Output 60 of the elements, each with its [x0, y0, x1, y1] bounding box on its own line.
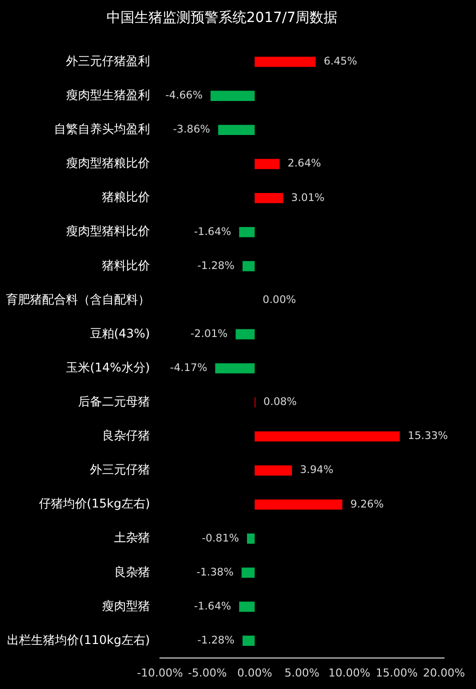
- y-tick-label: 外三元仔猪: [90, 462, 150, 477]
- y-tick-label: 自繁自养头均盈利: [54, 122, 150, 136]
- bar: [239, 226, 255, 238]
- y-tick-label: 豆粕(43%): [90, 326, 150, 340]
- data-label: -2.01%: [190, 328, 228, 340]
- data-label: 3.01%: [291, 192, 325, 204]
- bar: [242, 261, 255, 272]
- bar: [254, 158, 280, 170]
- x-tick-label: -10.00%: [137, 666, 183, 680]
- y-tick-label: 育肥猪配合料（含自配料）: [6, 292, 150, 306]
- bar: [236, 329, 255, 340]
- x-tick-label: 10.00%: [328, 666, 370, 680]
- data-label: 0.00%: [262, 294, 296, 306]
- y-tick-label: 瘦肉型猪: [102, 598, 150, 613]
- data-label: -4.17%: [170, 362, 208, 374]
- data-label: -0.81%: [202, 532, 240, 544]
- x-tick-label: 0.00%: [237, 666, 272, 680]
- bar: [215, 363, 255, 374]
- y-tick-label: 瘦肉型生猪盈利: [66, 88, 150, 102]
- bar: [210, 90, 255, 101]
- y-tick-label: 土杂猪: [114, 530, 150, 545]
- x-tick-label: -5.00%: [188, 666, 227, 680]
- y-tick-label: 后备二元母猪: [78, 394, 150, 409]
- bar: [239, 602, 255, 612]
- data-label: -1.64%: [194, 600, 232, 612]
- y-tick-label: 瘦肉型猪料比价: [66, 224, 150, 238]
- y-tick-label: 出栏生猪均价(110kg左右): [7, 632, 150, 647]
- bar: [254, 192, 284, 204]
- data-label: -1.28%: [197, 634, 235, 647]
- bar: [254, 56, 316, 67]
- data-label: -1.38%: [196, 566, 234, 578]
- data-label: 0.08%: [263, 396, 297, 408]
- x-tick-label: 15.00%: [376, 666, 418, 680]
- y-tick-label: 玉米(14%水分): [66, 360, 150, 374]
- data-label: 2.64%: [288, 158, 322, 170]
- data-label: -4.66%: [165, 90, 203, 102]
- bar: [254, 465, 292, 476]
- data-label: 6.45%: [324, 56, 358, 68]
- bar: [242, 636, 255, 646]
- bar: [254, 499, 342, 510]
- bar: [242, 568, 255, 578]
- y-tick-label: 仔猪均价(15kg左右): [38, 496, 150, 511]
- y-tick-label: 猪粮比价: [102, 190, 150, 204]
- bar: [247, 533, 255, 544]
- y-tick-label: 猪料比价: [102, 258, 150, 272]
- data-label: 15.33%: [408, 430, 448, 442]
- data-label: 9.26%: [350, 498, 384, 510]
- bar: [218, 124, 255, 136]
- y-tick-label: 良杂猪: [114, 564, 150, 579]
- x-tick-label: 5.00%: [284, 666, 320, 680]
- y-tick-label: 良杂仔猪: [102, 428, 150, 443]
- data-label: 3.94%: [300, 464, 334, 476]
- x-tick-label: 20.00%: [423, 666, 465, 680]
- data-label: -3.86%: [172, 124, 210, 136]
- y-tick-label: 瘦肉型猪粮比价: [66, 156, 150, 170]
- chart-title: 中国生猪监测预警系统2017/7周数据: [106, 10, 338, 26]
- data-label: -1.64%: [194, 226, 232, 238]
- y-tick-label: 外三元仔猪盈利: [66, 54, 150, 68]
- bar: [254, 431, 400, 442]
- data-label: -1.28%: [197, 260, 235, 272]
